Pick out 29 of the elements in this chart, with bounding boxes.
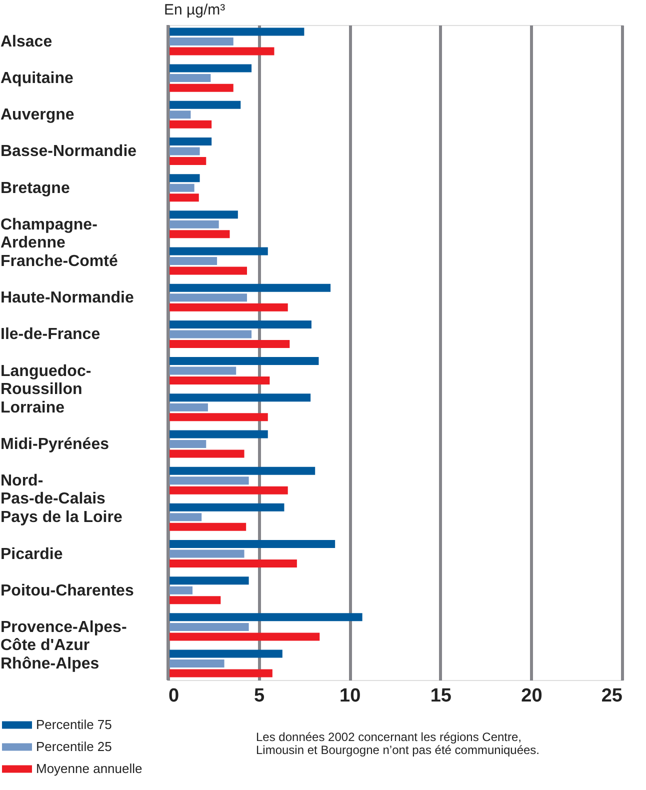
y-tick-label: Champagne-Ardenne [0,216,98,252]
y-tick-label: Poitou-Charentes [0,582,134,600]
y-tick-label: Basse-Normandie [0,143,137,160]
x-tick-label: 20 [521,686,542,706]
y-tick-label: Aquitaine [0,70,74,88]
y-tick-label: Franche-Comté [0,253,118,270]
y-tick-label: Languedoc-Roussillon [0,362,92,398]
y-tick-label: Rhône-Alpes [0,656,100,673]
y-tick-label: Alsace [0,33,52,50]
y-tick-label: Picardie [0,546,63,563]
x-tick-label: 0 [168,686,180,706]
y-tick-label: Bretagne [0,180,70,197]
y-tick-label: Nord-Pas-de-Calais [0,472,106,508]
text: Les données 2002 concernant les régions Centre, Limousin et Bourgogne n’ont pas été communiquées. [256,730,540,757]
legend-label: Percentile 25 [36,739,112,754]
y-tick-label: Ile-de-France [0,326,100,344]
x-tick-label: 15 [430,686,452,706]
legend-label: Percentile 75 [36,717,112,732]
y-tick-label: Provence-Alpes-Côte d'Azur [0,618,127,654]
y-tick-label: Haute-Normandie [0,290,134,307]
y-tick-label: Lorraine [0,399,65,416]
y-tick-label: Pays de la Loire [0,509,122,526]
x-tick-label: 25 [601,686,623,706]
x-tick-label: 10 [340,686,361,706]
x-axis-title: En µg/m³ [164,2,226,18]
x-tick-label: 5 [254,686,266,706]
y-tick-label: Midi-Pyrénées [0,436,110,453]
legend-label: Moyenne annuelle [36,761,142,776]
y-tick-label: Auvergne [0,106,74,124]
